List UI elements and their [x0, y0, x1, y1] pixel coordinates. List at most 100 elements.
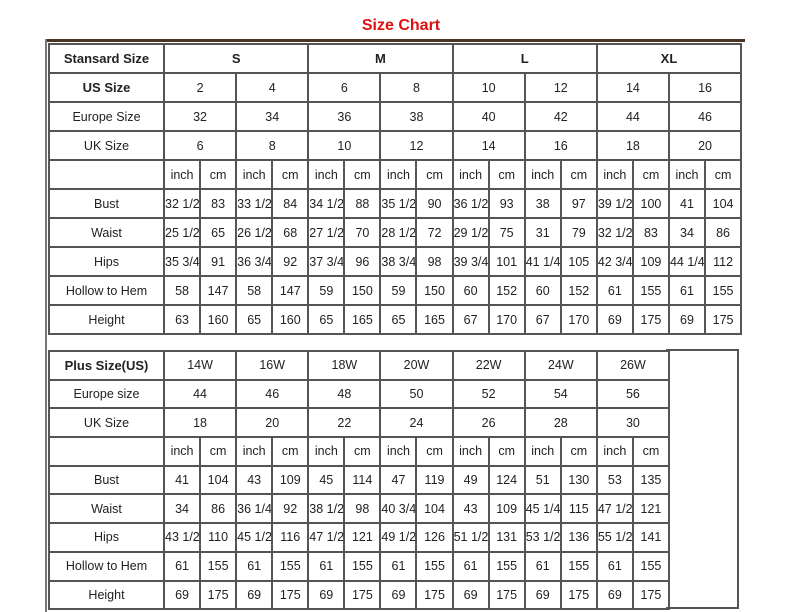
table-cell: 93 [487, 188, 526, 219]
unit-header: cm [271, 159, 310, 190]
table-cell: 54 [523, 378, 598, 410]
unit-header: inch [307, 159, 346, 190]
table-cell: 97 [559, 188, 598, 219]
unit-header: cm [631, 159, 670, 190]
table-cell: 92 [271, 246, 310, 277]
table-cell: 175 [487, 579, 526, 611]
table-cell: 175 [631, 304, 670, 335]
row-label: Height [48, 304, 165, 335]
table-cell: 119 [415, 464, 454, 496]
unit-header: inch [235, 159, 274, 190]
table-cell: 114 [343, 464, 382, 496]
table-cell: 130 [559, 464, 598, 496]
plus-size-table: Plus Size(US) 14W 16W 18W 20W 22W 24W 26W Europe… [48, 350, 670, 611]
size-group-header: XL [595, 43, 743, 74]
europe-size-row: Europe size 44 46 48 50 52 54 56 [48, 378, 670, 410]
row-label: Bust [48, 464, 165, 496]
table-cell: 34 [235, 101, 310, 132]
unit-header: inch [451, 159, 490, 190]
table-cell: 109 [487, 493, 526, 525]
table-cell: 28 [523, 407, 598, 439]
uk-size-row: UK Size 18 20 22 24 26 28 30 [48, 407, 670, 439]
row-label: Europe size [48, 378, 165, 410]
measurement-row: Height 69 175 69 175 69 175 69 175 69 175 69 175 69 17… [48, 579, 670, 611]
table-cell: 24 [379, 407, 454, 439]
table-cell: 14 [451, 130, 526, 161]
table-cell: 47 1/2 [595, 493, 634, 525]
row-label: Waist [48, 217, 165, 248]
table-cell: 55 1/2 [595, 522, 634, 553]
unit-header: inch [162, 436, 202, 467]
empty-cell [48, 159, 165, 190]
unit-header: inch [379, 159, 418, 190]
measurement-row: Hollow to Hem 58 147 58 147 59 150 59 150 60 152 60… [48, 275, 743, 306]
table-cell: 155 [343, 550, 382, 582]
row-label: Hips [48, 522, 165, 553]
table-cell: 6 [162, 130, 238, 161]
table-cell: 12 [523, 72, 598, 103]
unit-header: cm [271, 436, 310, 467]
table-cell: 6 [307, 72, 382, 103]
table-cell: 16 [523, 130, 598, 161]
row-label: Hollow to Hem [48, 550, 165, 582]
unit-header: cm [343, 159, 382, 190]
table-cell: 83 [199, 188, 238, 219]
table-cell: 155 [704, 275, 743, 306]
unit-header: cm [199, 436, 238, 467]
table-cell: 14 [595, 72, 670, 103]
table-cell: 22 [307, 407, 382, 439]
table-cell: 86 [199, 493, 238, 525]
table-cell: 26 [451, 407, 526, 439]
row-label: UK Size [48, 407, 165, 439]
table-cell: 27 1/2 [307, 217, 346, 248]
table-cell: 110 [199, 522, 238, 553]
row-label: UK Size [48, 130, 165, 161]
table-cell: 84 [271, 188, 310, 219]
table-cell: 104 [415, 493, 454, 525]
measurement-row: Waist 34 86 36 1/4 92 38 1/2 98 40 3/4 104 43 109 4… [48, 493, 670, 525]
table-cell: 51 1/2 [451, 522, 490, 553]
size-group-header: 18W [307, 350, 382, 381]
size-group-header: L [451, 43, 598, 74]
table-cell: 49 [451, 464, 490, 496]
table-cell: 69 [451, 579, 490, 611]
table-cell: 36 1/2 [451, 188, 490, 219]
table-cell: 41 1/4 [523, 246, 562, 277]
unit-header: inch [235, 436, 274, 467]
table-cell: 165 [343, 304, 382, 335]
table-cell: 45 1/4 [523, 493, 562, 525]
size-group-header: 24W [523, 350, 598, 381]
table-cell: 65 [199, 217, 238, 248]
table-cell: 45 1/2 [235, 522, 274, 553]
us-size-row: US Size 2 4 6 8 10 12 14 16 [48, 72, 743, 103]
unit-header: cm [704, 159, 743, 190]
divider [45, 39, 47, 612]
table-cell: 155 [271, 550, 310, 582]
row-label: Waist [48, 493, 165, 525]
table-cell: 65 [235, 304, 274, 335]
table-cell: 92 [271, 493, 310, 525]
unit-header: cm [559, 159, 598, 190]
table-cell: 150 [415, 275, 454, 306]
table-cell: 160 [199, 304, 238, 335]
table-cell: 69 [595, 579, 634, 611]
table-cell: 35 1/2 [379, 188, 418, 219]
row-label: Plus Size(US) [48, 350, 165, 381]
table-cell: 155 [487, 550, 526, 582]
table-cell: 48 [307, 378, 382, 410]
table-cell: 175 [704, 304, 743, 335]
header-row: Plus Size(US) 14W 16W 18W 20W 22W 24W 26W [48, 350, 670, 381]
unit-header: inch [523, 159, 562, 190]
size-group-header: 16W [235, 350, 310, 381]
table-cell: 32 1/2 [162, 188, 202, 219]
table-cell: 59 [307, 275, 346, 306]
table-cell: 44 1/4 [667, 246, 707, 277]
table-cell: 98 [343, 493, 382, 525]
measurement-row: Hollow to Hem 61 155 61 155 61 155 61 155 61 155 61… [48, 550, 670, 582]
table-cell: 175 [631, 579, 670, 611]
table-cell: 96 [343, 246, 382, 277]
measurement-row: Bust 32 1/2 83 33 1/2 84 34 1/2 88 35 1/2 90 36 1… [48, 188, 743, 219]
table-cell: 155 [199, 550, 238, 582]
table-cell: 115 [559, 493, 598, 525]
unit-header: inch [595, 436, 634, 467]
